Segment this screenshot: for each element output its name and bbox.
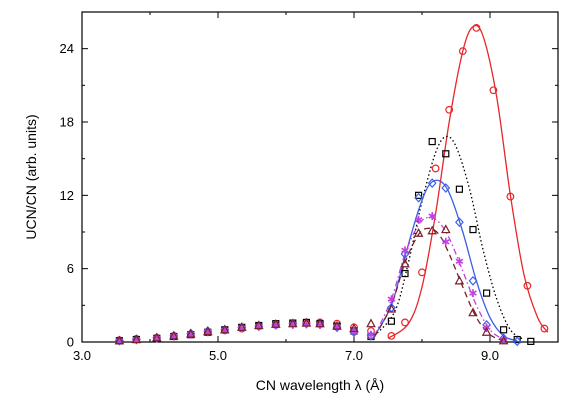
data-point-circle [401, 318, 409, 327]
y-tick-label: 24 [60, 41, 74, 56]
data-point-triangle [270, 319, 281, 328]
data-point-triangle [114, 335, 125, 345]
data-point-circle [418, 268, 426, 277]
data-point-square [442, 150, 450, 158]
data-point-triangle [366, 318, 376, 328]
fit-curve-square [373, 135, 525, 341]
data-point-triangle [440, 224, 451, 234]
data-point-square [401, 269, 409, 278]
data-point-diamond [441, 183, 451, 193]
data-markers [114, 23, 549, 347]
fit-curve-star [373, 216, 504, 341]
data-point-triangle [427, 225, 438, 235]
data-point-star [428, 212, 437, 221]
data-point-diamond [366, 330, 376, 341]
x-tick-label: 9.0 [481, 348, 499, 363]
data-point-square [500, 326, 508, 334]
data-point-circle [458, 47, 467, 56]
data-point-square [415, 191, 423, 199]
data-point-circle [540, 324, 549, 333]
data-point-triangle [236, 322, 247, 331]
x-axis-label: CN wavelength λ (Å) [256, 377, 384, 393]
data-point-diamond [468, 275, 478, 286]
data-point-diamond [414, 192, 424, 203]
data-point-triangle [498, 335, 509, 345]
fit-curves [373, 24, 549, 342]
data-point-triangle [185, 328, 196, 338]
data-point-star [401, 246, 409, 255]
data-point-star [455, 257, 464, 266]
data-point-triangle [315, 318, 325, 328]
data-point-triangle [219, 324, 230, 334]
data-point-triangle [413, 227, 424, 237]
y-tick-label: 0 [67, 335, 74, 350]
data-point-triangle [151, 332, 162, 342]
data-point-star [367, 330, 375, 339]
data-point-triangle [454, 275, 465, 285]
data-point-circle [387, 331, 396, 340]
data-point-triangle [168, 330, 179, 340]
data-point-diamond [427, 178, 437, 189]
data-point-star [414, 215, 423, 224]
data-point-diamond [454, 217, 464, 228]
x-tick-label: 5.0 [209, 348, 227, 363]
data-point-triangle [468, 307, 478, 317]
fit-curve-triangle [373, 227, 504, 342]
data-point-square [469, 225, 477, 234]
data-point-circle [489, 86, 498, 95]
data-point-diamond [349, 327, 359, 338]
data-point-triangle [386, 303, 397, 313]
y-tick-label: 6 [67, 261, 74, 276]
y-tick-label: 18 [60, 115, 74, 130]
data-point-triangle [131, 334, 142, 344]
data-point-star [387, 295, 396, 304]
data-point-triangle [332, 320, 342, 330]
plot-frame [81, 11, 559, 343]
data-point-circle [523, 281, 532, 290]
axis-ticks: 3.0 5.0 7.0 9.0 0 6 12 18 24 [60, 12, 558, 363]
data-point-star [441, 237, 450, 246]
x-tick-label: 7.0 [345, 348, 363, 363]
data-point-circle [431, 164, 440, 173]
data-point-square [428, 137, 436, 146]
data-point-triangle [349, 323, 359, 333]
data-point-star [469, 289, 477, 298]
y-axis-label: UCN/CN (arb. units) [23, 114, 39, 239]
data-point-diamond [512, 336, 522, 347]
fit-curve-diamond [373, 179, 518, 342]
y-tick-label: 12 [60, 188, 74, 203]
data-point-square [455, 185, 463, 193]
data-point-triangle [287, 318, 298, 328]
data-point-square [387, 317, 395, 325]
data-point-circle [506, 192, 515, 201]
data-point-square [527, 337, 535, 345]
data-point-circle [472, 23, 481, 32]
data-point-circle [445, 105, 454, 114]
data-point-triangle [202, 326, 213, 336]
data-point-square [483, 289, 491, 297]
data-point-diamond [400, 249, 410, 259]
data-point-triangle [253, 320, 264, 330]
x-tick-label: 3.0 [73, 348, 91, 363]
data-point-triangle [301, 317, 312, 327]
data-point-triangle [400, 258, 410, 268]
data-point-triangle [481, 326, 492, 336]
